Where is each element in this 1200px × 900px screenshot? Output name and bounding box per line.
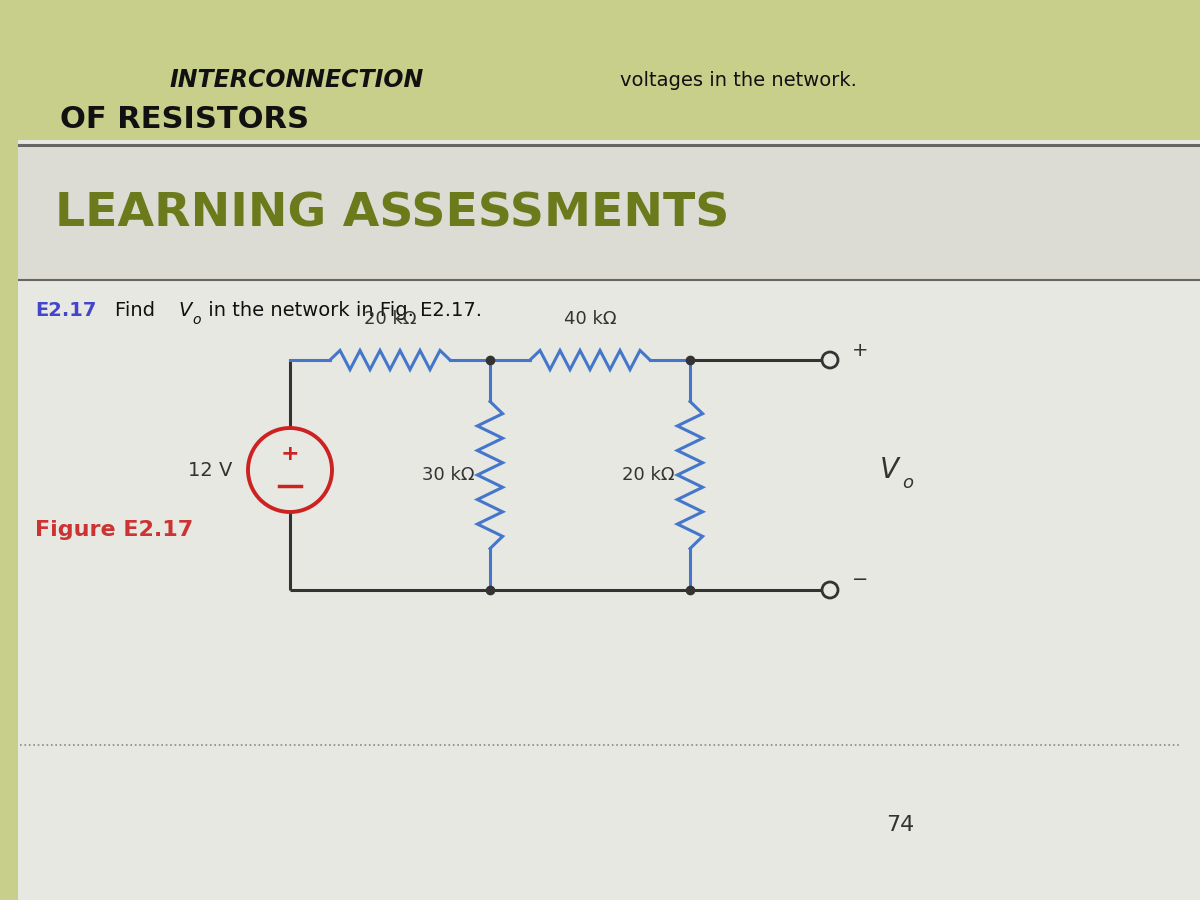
- Text: Find: Find: [115, 301, 161, 320]
- FancyBboxPatch shape: [0, 145, 1200, 280]
- Text: INTERCONNECTION: INTERCONNECTION: [170, 68, 425, 92]
- Text: 40 kΩ: 40 kΩ: [564, 310, 617, 328]
- Text: o: o: [192, 313, 200, 327]
- FancyBboxPatch shape: [0, 0, 1200, 145]
- Text: 12 V: 12 V: [187, 461, 232, 480]
- Text: 74: 74: [886, 815, 914, 835]
- Text: o: o: [902, 474, 913, 492]
- Text: Figure E2.17: Figure E2.17: [35, 520, 193, 540]
- Circle shape: [822, 582, 838, 598]
- Text: 30 kΩ: 30 kΩ: [422, 466, 475, 484]
- Circle shape: [822, 352, 838, 368]
- Text: LEARNING ASSESSMENTS: LEARNING ASSESSMENTS: [55, 192, 730, 237]
- Text: −: −: [852, 571, 869, 590]
- Text: +: +: [281, 444, 299, 464]
- Text: E2.17: E2.17: [35, 301, 96, 320]
- Text: +: +: [852, 340, 869, 359]
- Text: voltages in the network.: voltages in the network.: [620, 70, 857, 89]
- Text: in the network in Fig. E2.17.: in the network in Fig. E2.17.: [202, 301, 482, 320]
- Text: 20 kΩ: 20 kΩ: [623, 466, 674, 484]
- Text: OF RESISTORS: OF RESISTORS: [60, 105, 310, 134]
- Text: V: V: [880, 456, 899, 484]
- Text: V: V: [178, 301, 191, 320]
- FancyBboxPatch shape: [0, 140, 18, 900]
- FancyBboxPatch shape: [0, 140, 1200, 900]
- Text: 20 kΩ: 20 kΩ: [364, 310, 416, 328]
